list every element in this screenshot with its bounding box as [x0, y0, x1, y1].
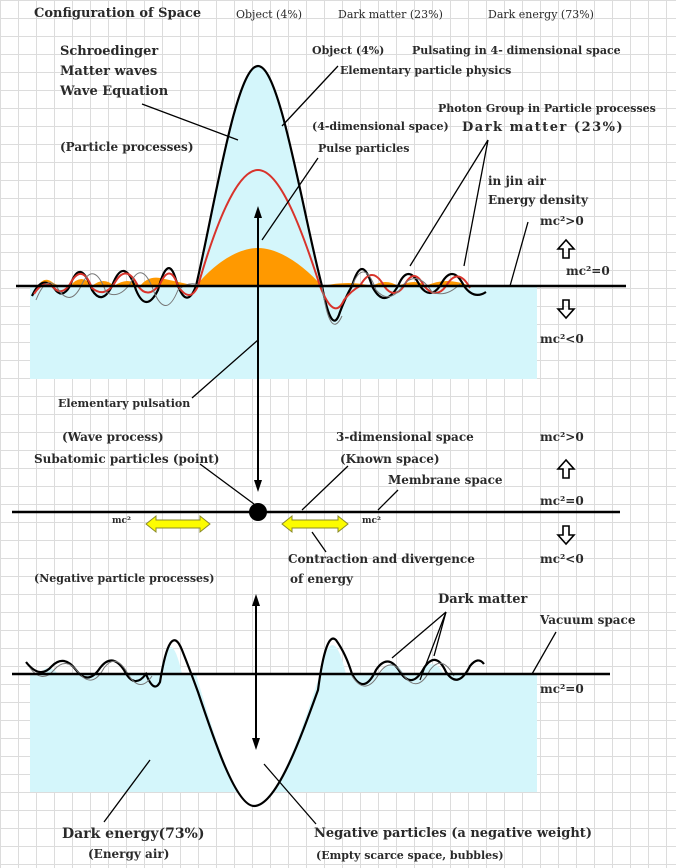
label-upper-object: Object (4%) [312, 44, 385, 57]
leader-dark-matter-2 [463, 139, 489, 267]
label-negative-particles: Negative particles (a negative weight) [314, 826, 592, 841]
leader-lower-dark-matter-2 [433, 611, 447, 657]
label-membrane: Membrane space [388, 473, 503, 487]
middle-down-arrow-icon [556, 525, 576, 546]
label-energy-air: (Energy air) [88, 847, 170, 861]
lower-main-curve [25, 637, 485, 808]
lower-axis-arrowhead-top [252, 594, 260, 606]
leader-vacuum [531, 631, 557, 675]
label-mc2-right: mc² [362, 516, 381, 526]
lower-cyan-bumps [40, 645, 444, 674]
label-contraction: Contraction and divergence [288, 552, 475, 566]
label-upper-mc2-eq: mc²=0 [566, 264, 610, 278]
label-particle-processes: (Particle processes) [60, 140, 194, 154]
label-known-space: (Known space) [340, 452, 440, 466]
label-photon-group: Photon Group in Particle processes [438, 102, 656, 115]
label-vacuum: Vacuum space [540, 613, 636, 627]
header-dark-matter: Dark matter (23%) [338, 8, 443, 21]
leader-negative-particles [263, 763, 317, 825]
leader-membrane [377, 489, 399, 511]
leader-contraction [311, 531, 327, 553]
label-empty-scarce: (Empty scarce space, bubbles) [316, 849, 504, 862]
leader-dark-matter-1 [409, 139, 489, 267]
label-upper-mc2-lt: mc²<0 [540, 332, 584, 346]
subatomic-point [249, 503, 267, 521]
leader-lines [103, 65, 557, 825]
leader-elementary-pulsation [191, 339, 259, 399]
label-upper-mc2-gt: mc²>0 [540, 214, 584, 228]
label-three-dim: 3-dimensional space [336, 430, 474, 444]
label-four-dim: (4-dimensional space) [312, 120, 449, 133]
upper-up-arrow-icon [556, 238, 576, 259]
yellow-arrow-right [281, 514, 349, 534]
upper-thin-curve [35, 271, 461, 325]
central-axis-arrowhead-bottom [254, 480, 262, 492]
middle-up-arrow-icon [556, 458, 576, 479]
label-wave-process: (Wave process) [62, 430, 164, 444]
label-schroedinger: Schroedinger [60, 44, 159, 59]
label-mc2-left: mc² [112, 516, 131, 526]
label-negative-processes: (Negative particle processes) [34, 572, 215, 585]
page-title: Configuration of Space [34, 6, 202, 21]
lower-thin-curve [29, 660, 455, 687]
yellow-arrow-left [145, 514, 211, 534]
leader-dark-energy [103, 759, 151, 823]
label-of-energy: of energy [290, 572, 354, 586]
label-pulse-particles: Pulse particles [318, 142, 410, 155]
label-upper-dark-matter: Dark matter (23%) [462, 120, 625, 135]
leader-known-space [301, 465, 349, 511]
leader-schroedinger [141, 103, 239, 141]
label-wave-equation: Wave Equation [60, 84, 169, 99]
leader-lower-dark-matter-3 [419, 611, 447, 681]
central-axis-arrowhead-top [254, 206, 262, 218]
label-middle-mc2-lt: mc²<0 [540, 552, 584, 566]
label-middle-mc2-gt: mc²>0 [540, 430, 584, 444]
label-elementary-physics: Elementary particle physics [340, 64, 512, 77]
label-elementary-pulsation: Elementary pulsation [58, 397, 191, 410]
label-subatomic: Subatomic particles (point) [34, 452, 220, 466]
lower-axis-arrowhead-bottom [252, 738, 260, 750]
leader-energy-density [509, 221, 529, 287]
label-lower-mc2-eq: mc²=0 [540, 682, 584, 696]
leader-subatomic [199, 463, 255, 505]
leader-object [281, 65, 339, 127]
upper-down-arrow-icon [556, 299, 576, 320]
upper-cyan-region [30, 286, 537, 379]
label-energy-density: Energy density [488, 193, 588, 207]
leader-lower-dark-matter-1 [391, 611, 447, 659]
label-in-jin-air: in jin air [488, 174, 546, 188]
header-dark-energy: Dark energy (73%) [488, 8, 594, 21]
upper-cyan-bell [196, 66, 322, 286]
label-pulsating: Pulsating in 4- dimensional space [412, 44, 621, 57]
label-matter-waves: Matter waves [60, 64, 158, 79]
orange-pulse-region [38, 248, 470, 287]
leader-pulse-particles [261, 157, 319, 241]
header-object: Object (4%) [236, 8, 303, 21]
label-lower-dark-matter: Dark matter [438, 592, 528, 607]
label-middle-mc2-eq: mc²=0 [540, 494, 584, 508]
label-dark-energy: Dark energy(73%) [62, 826, 205, 842]
